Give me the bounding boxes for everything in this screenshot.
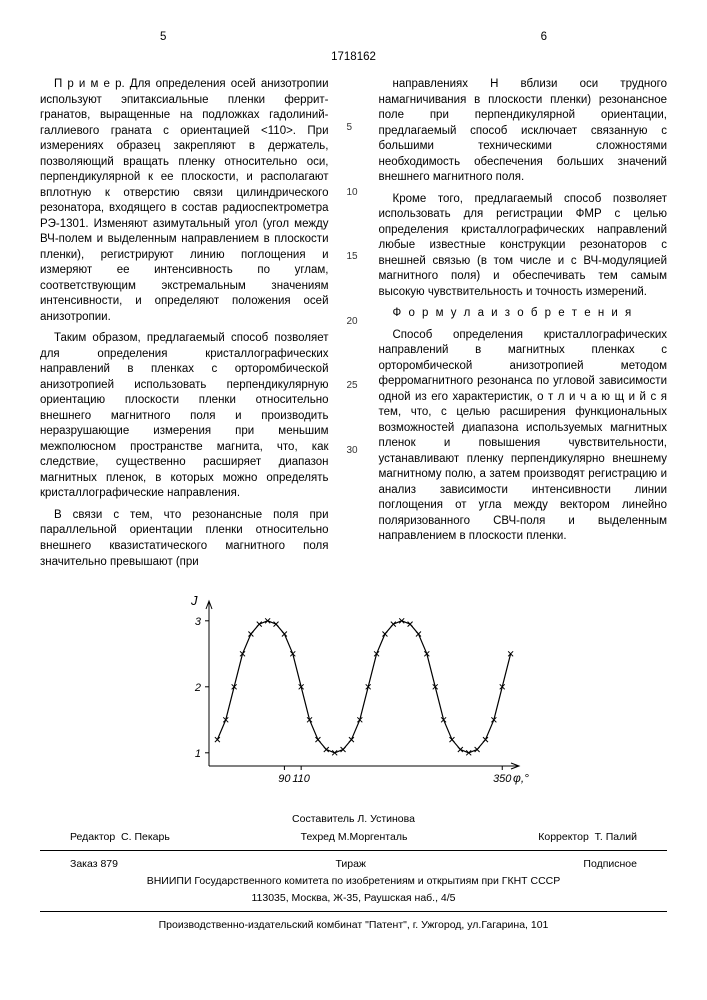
editor: Редактор С. Пекарь <box>70 830 170 844</box>
svg-text:3: 3 <box>194 616 201 628</box>
svg-text:2: 2 <box>193 682 200 694</box>
page-numbers: 5 6 <box>40 30 667 46</box>
compiler-label: Составитель <box>292 813 354 825</box>
tirazh: Тираж <box>335 857 366 871</box>
doc-number: 1718162 <box>40 50 667 66</box>
page-num-left: 5 <box>160 30 166 46</box>
formula-heading: Ф о р м у л а и з о б р е т е н и я <box>379 306 668 322</box>
svg-text:1: 1 <box>194 748 200 760</box>
svg-text:350: 350 <box>493 773 512 785</box>
svg-text:90: 90 <box>278 773 291 785</box>
para: Способ определения кристаллографических … <box>379 328 668 545</box>
credits-block: Составитель Л. Устинова Редактор С. Пека… <box>40 812 667 844</box>
line-number-gutter: 5 10 15 20 25 30 <box>347 77 361 576</box>
footer-prod: Производственно-издательский комбинат "П… <box>40 918 667 932</box>
column-left: П р и м е р. Для определения осей анизот… <box>40 77 329 576</box>
para: Таким образом, предлагаемый способ позво… <box>40 331 329 502</box>
para: Кроме того, предлагаемый способ позволяе… <box>379 192 668 301</box>
compiler-name: Л. Устинова <box>357 813 415 825</box>
para: направлениях Н вблизи оси трудного намаг… <box>379 77 668 186</box>
divider <box>40 850 667 851</box>
page-num-right: 6 <box>541 30 547 46</box>
corrector: Корректор Т. Палий <box>538 830 637 844</box>
footer-line-1: Заказ 879 Тираж Подписное <box>40 857 667 871</box>
subscription: Подписное <box>583 857 637 871</box>
para: В связи с тем, что резонансные поля при … <box>40 508 329 570</box>
chart-svg: 1 2 3 90110 350 Jφ,° <box>164 586 544 796</box>
divider <box>40 911 667 912</box>
svg-text:φ,°: φ,° <box>513 771 529 785</box>
para: П р и м е р. Для определения осей анизот… <box>40 77 329 325</box>
chart: 1 2 3 90110 350 Jφ,° <box>40 586 667 802</box>
svg-text:110: 110 <box>292 773 310 785</box>
svg-text:J: J <box>190 593 198 608</box>
text-columns: П р и м е р. Для определения осей анизот… <box>40 77 667 576</box>
techred: Техред М.Моргенталь <box>301 830 408 844</box>
order: Заказ 879 <box>70 857 118 871</box>
column-right: направлениях Н вблизи оси трудного намаг… <box>379 77 668 576</box>
footer-org: ВНИИПИ Государственного комитета по изоб… <box>40 874 667 888</box>
footer-addr: 113035, Москва, Ж-35, Раушская наб., 4/5 <box>40 891 667 905</box>
